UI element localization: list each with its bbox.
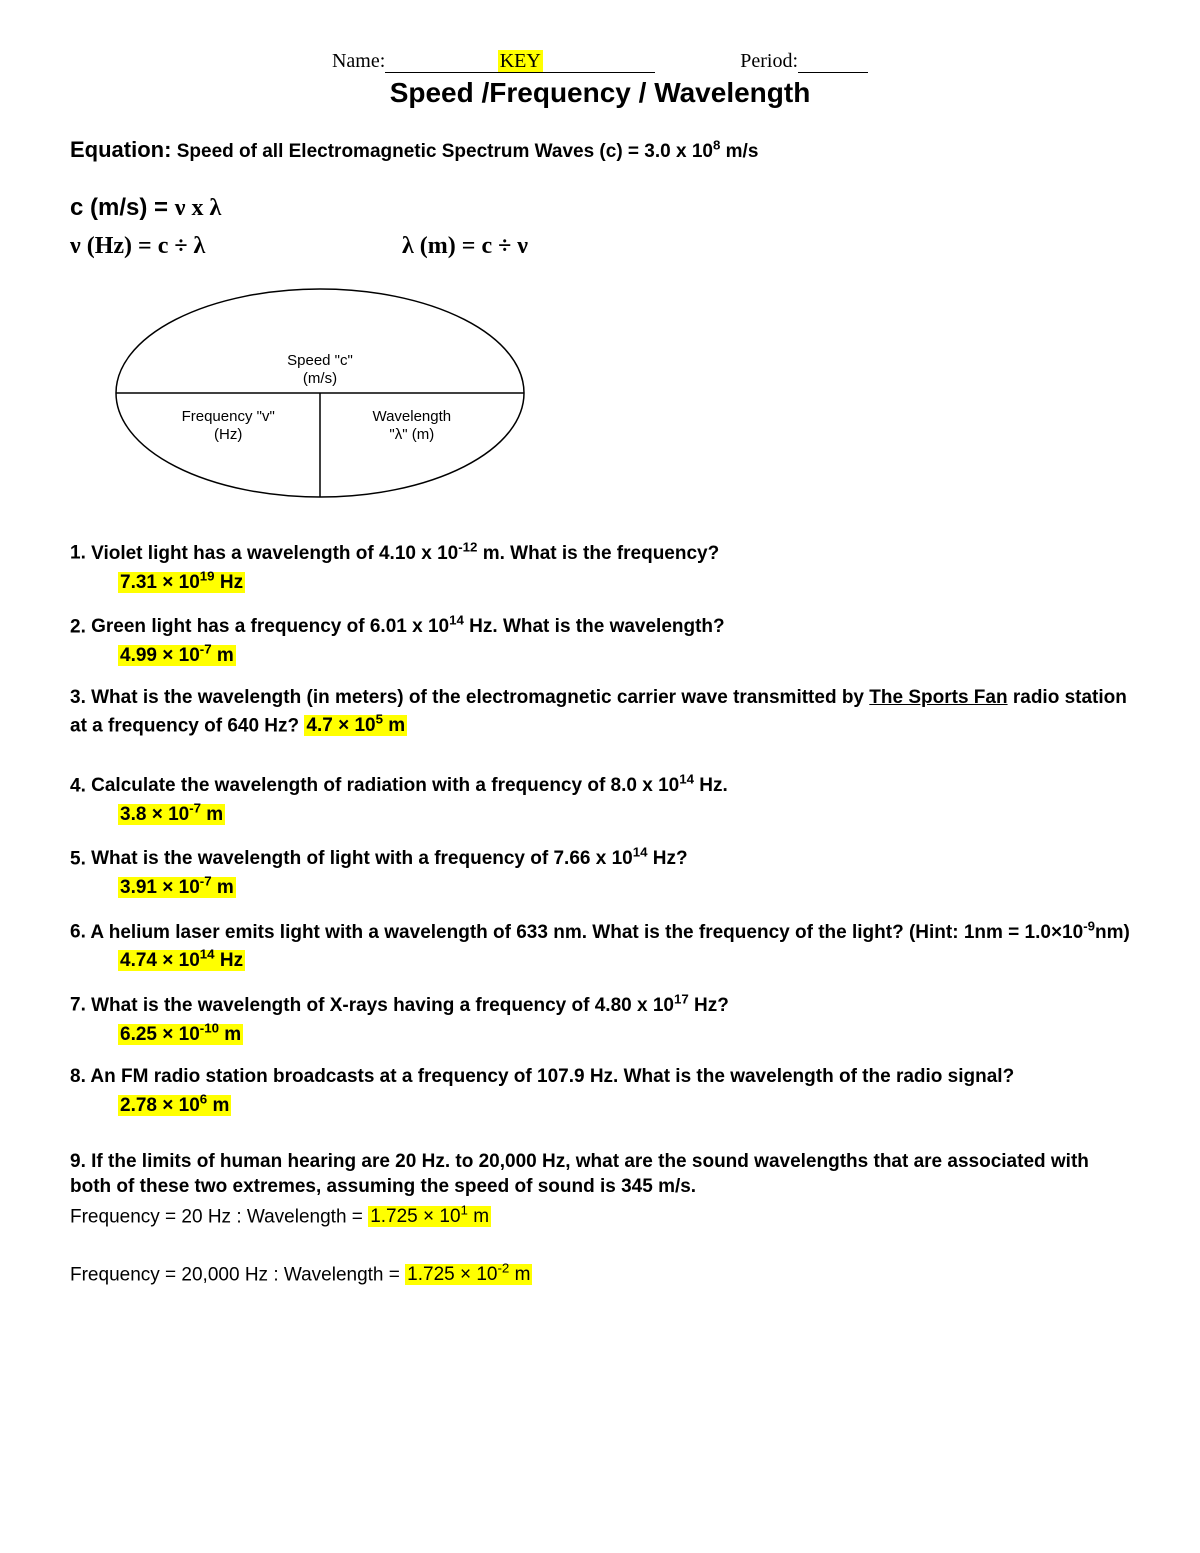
- answer-line: 2.78 × 106 m: [118, 1091, 1130, 1116]
- q9a-prefix: Frequency = 20 Hz : Wavelength =: [70, 1206, 368, 1227]
- question-7: 7. What is the wavelength of X-rays havi…: [70, 990, 1130, 1018]
- formula-1: c (m/s) = ν x λ: [70, 189, 1130, 227]
- worksheet-page: Name: KEY Period: Speed /Frequency / Wave…: [0, 0, 1200, 1553]
- answer-line: 4.99 × 10-7 m: [118, 642, 1130, 667]
- formula-1-rhs: ν x λ: [175, 195, 222, 221]
- question-text: Green light has a frequency of 6.01 x 10…: [91, 616, 725, 637]
- answer: 4.99 × 10-7 m: [118, 645, 236, 666]
- equation-text-post: m/s: [720, 141, 758, 162]
- answer-line: 6.25 × 10-10 m: [118, 1020, 1130, 1045]
- answer-line: 3.91 × 10-7 m: [118, 874, 1130, 899]
- question-2: 2. Green light has a frequency of 6.01 x…: [70, 612, 1130, 640]
- answer: 6.25 × 10-10 m: [118, 1024, 243, 1045]
- question-1: 1. Violet light has a wavelength of 4.10…: [70, 538, 1130, 566]
- period-underline: [798, 50, 868, 73]
- q9-line-b: Frequency = 20,000 Hz : Wavelength = 1.7…: [70, 1260, 1130, 1288]
- answer: 4.74 × 1014 Hz: [118, 950, 245, 971]
- questions-container: 1. Violet light has a wavelength of 4.10…: [70, 538, 1130, 1130]
- period-label: Period:: [740, 50, 798, 72]
- q9-gap: [70, 1230, 1130, 1258]
- question-text: Calculate the wavelength of radiation wi…: [91, 775, 728, 796]
- name-label: Name:: [332, 50, 385, 72]
- name-underline: KEY: [385, 50, 655, 73]
- formula-3: λ (m) = c ÷ ν: [402, 228, 528, 265]
- question-8: 8. An FM radio station broadcasts at a f…: [70, 1064, 1130, 1090]
- answer: 2.78 × 106 m: [118, 1095, 231, 1116]
- answer: 7.31 × 1019 Hz: [118, 572, 245, 593]
- q9-text: If the limits of human hearing are 20 Hz…: [70, 1151, 1089, 1198]
- answer-line: 4.74 × 1014 Hz: [118, 947, 1130, 972]
- question-5: 5. What is the wavelength of light with …: [70, 844, 1130, 872]
- key-answer: KEY: [498, 50, 543, 72]
- question-text: What is the wavelength of light with a f…: [91, 848, 688, 869]
- question-text: What is the wavelength of X-rays having …: [91, 995, 729, 1016]
- svg-text:(Hz): (Hz): [214, 426, 242, 443]
- answer-line: 7.31 × 1019 Hz: [118, 568, 1130, 593]
- formula-1-lhs: c (m/s) =: [70, 194, 175, 221]
- question-num: 6.: [70, 922, 90, 943]
- question-num: 7.: [70, 995, 91, 1016]
- answer: 3.8 × 10-7 m: [118, 804, 225, 825]
- equation-line: Equation: Speed of all Electromagnetic S…: [70, 137, 1130, 163]
- q9-num: 9.: [70, 1151, 86, 1172]
- formula-triangle-diagram: Speed "c"(m/s) Frequency "v"(Hz) Wavelengt…: [110, 283, 1130, 508]
- q9b-prefix: Frequency = 20,000 Hz : Wavelength =: [70, 1264, 405, 1285]
- question-text: A helium laser emits light with a wavele…: [90, 922, 1129, 943]
- svg-text:Frequency "v": Frequency "v": [182, 408, 275, 425]
- answer-line: 3.8 × 10-7 m: [118, 801, 1130, 826]
- question-6: 6. A helium laser emits light with a wav…: [70, 917, 1130, 945]
- question-text: What is the wavelength (in meters) of th…: [70, 687, 1127, 736]
- diagram-svg: Speed "c"(m/s) Frequency "v"(Hz) Wavelengt…: [110, 283, 530, 503]
- gap: [70, 1117, 1130, 1131]
- q9-line-a: Frequency = 20 Hz : Wavelength = 1.725 ×…: [70, 1202, 1130, 1230]
- page-title: Speed /Frequency / Wavelength: [70, 77, 1130, 109]
- svg-text:(m/s): (m/s): [303, 370, 337, 387]
- q9b-answer: 1.725 × 10-2 m: [405, 1264, 532, 1285]
- question-4: 4. Calculate the wavelength of radiation…: [70, 771, 1130, 799]
- question-num: 8.: [70, 1066, 90, 1087]
- question-num: 1.: [70, 543, 91, 564]
- question-num: 3.: [70, 687, 91, 708]
- question-text: Violet light has a wavelength of 4.10 x …: [91, 543, 719, 564]
- svg-text:Wavelength: Wavelength: [372, 408, 451, 425]
- gap: [70, 739, 1130, 753]
- formula-row-2: ν (Hz) = c ÷ λ λ (m) = c ÷ ν: [70, 227, 1130, 265]
- question-num: 4.: [70, 775, 91, 796]
- formula-block: c (m/s) = ν x λ ν (Hz) = c ÷ λ λ (m) = c…: [70, 189, 1130, 265]
- answer: 4.7 × 105 m: [304, 715, 407, 736]
- question-3: 3. What is the wavelength (in meters) of…: [70, 685, 1130, 739]
- equation-label: Equation:: [70, 137, 171, 162]
- question-9: 9. If the limits of human hearing are 20…: [70, 1149, 1130, 1200]
- formula-2: ν (Hz) = c ÷ λ: [70, 233, 205, 259]
- svg-text:Speed "c": Speed "c": [287, 352, 353, 369]
- equation-text: Speed of all Electromagnetic Spectrum Wa…: [177, 141, 759, 162]
- svg-text:"λ" (m): "λ" (m): [389, 426, 434, 443]
- q9a-answer: 1.725 × 101 m: [368, 1206, 491, 1227]
- equation-text-pre: Speed of all Electromagnetic Spectrum Wa…: [177, 141, 713, 162]
- answer: 3.91 × 10-7 m: [118, 877, 236, 898]
- question-num: 2.: [70, 616, 91, 637]
- question-text: An FM radio station broadcasts at a freq…: [90, 1066, 1014, 1087]
- header-line: Name: KEY Period:: [70, 50, 1130, 73]
- question-num: 5.: [70, 848, 91, 869]
